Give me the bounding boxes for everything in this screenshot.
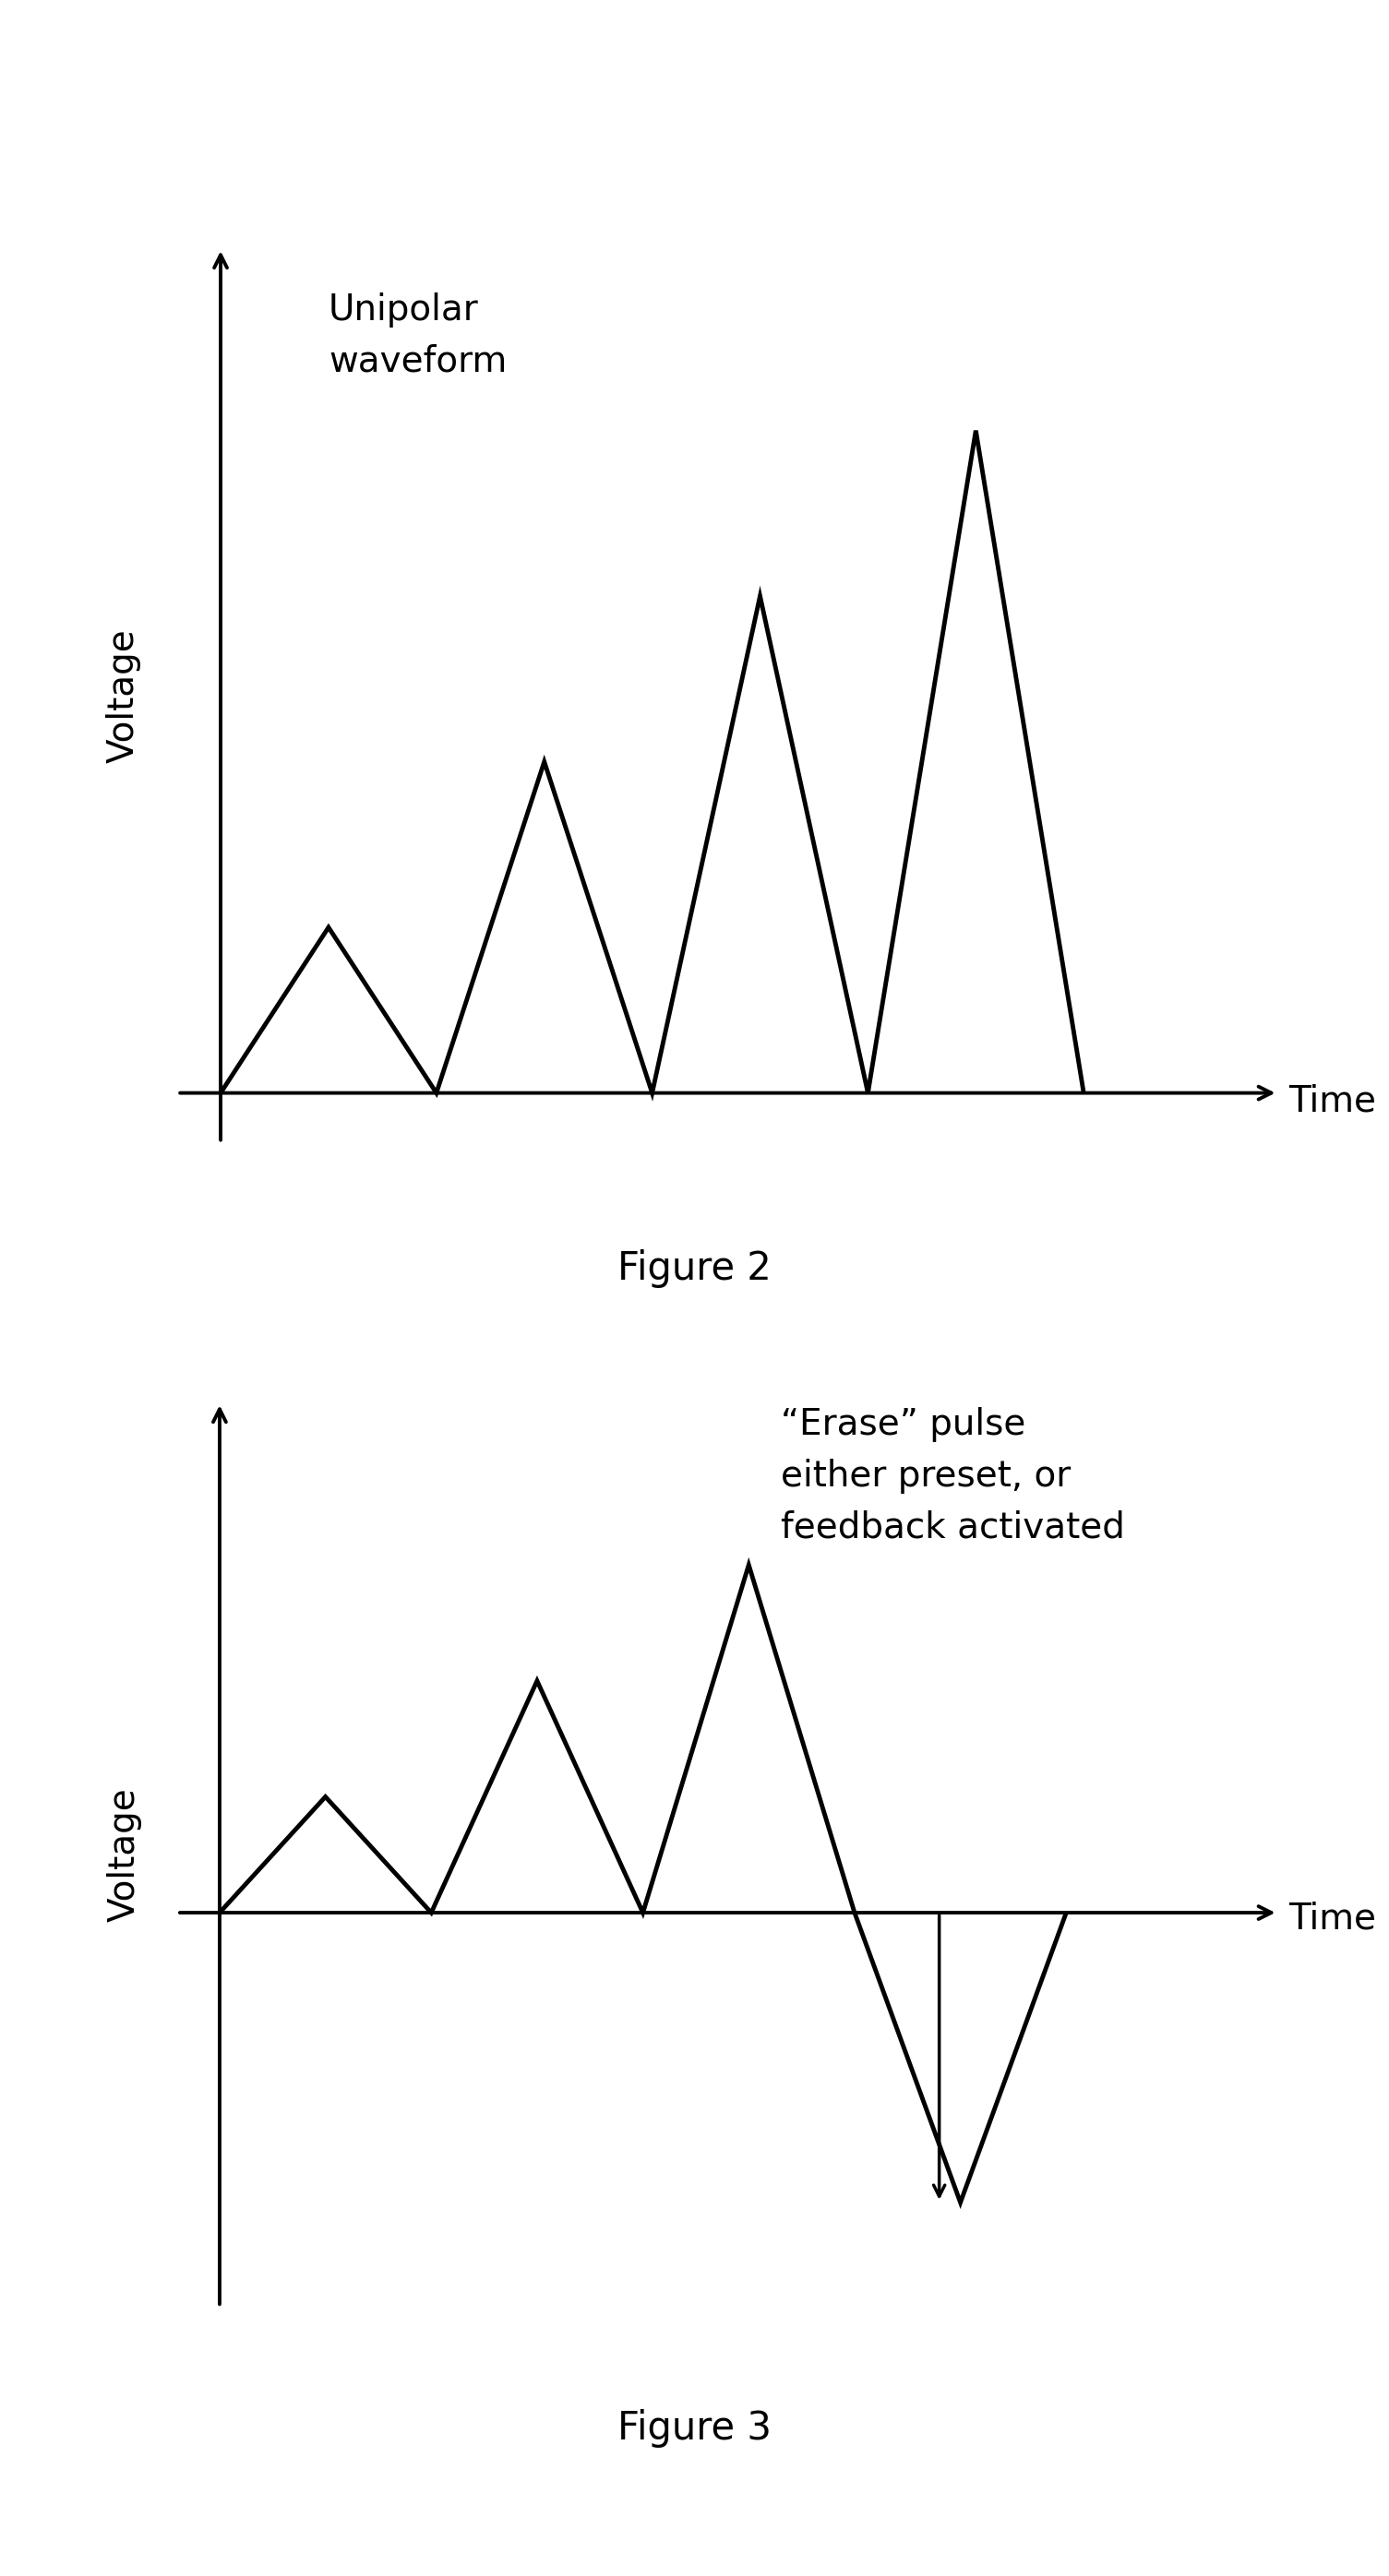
Text: Voltage: Voltage: [106, 629, 142, 762]
Text: Figure 3: Figure 3: [618, 2409, 771, 2447]
Text: Unipolar
waveform: Unipolar waveform: [329, 291, 507, 379]
Text: Voltage: Voltage: [107, 1788, 142, 1922]
Text: “Erase” pulse
either preset, or
feedback activated: “Erase” pulse either preset, or feedback…: [781, 1406, 1125, 1546]
Text: Time: Time: [1289, 1084, 1376, 1118]
Text: Time: Time: [1289, 1901, 1376, 1937]
Text: Figure 2: Figure 2: [618, 1249, 771, 1288]
